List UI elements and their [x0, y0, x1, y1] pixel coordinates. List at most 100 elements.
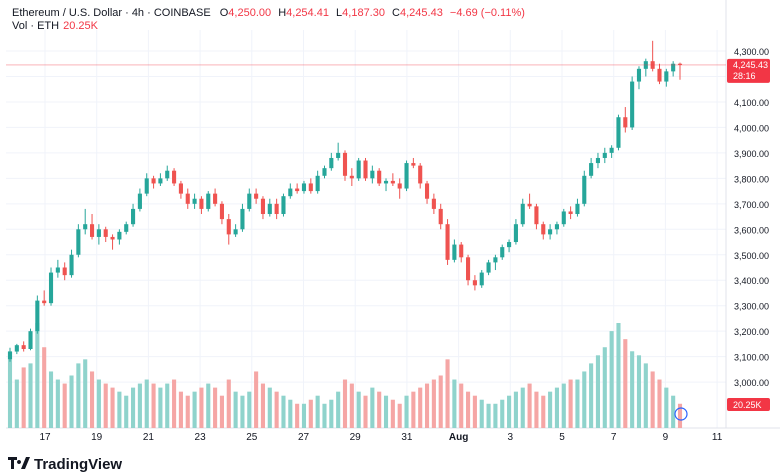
candle-body: [185, 193, 190, 204]
x-tick-label: 21: [143, 432, 155, 443]
volume-bar: [322, 403, 327, 428]
volume-bar: [267, 387, 272, 428]
volume-bar: [445, 359, 450, 428]
volume-bar: [356, 391, 361, 428]
candle-body: [247, 193, 252, 209]
tradingview-brand[interactable]: TradingView: [8, 456, 122, 473]
volume-bar: [213, 387, 218, 428]
y-tick-label: 3,000.00: [734, 378, 769, 388]
volume-bar: [288, 399, 293, 428]
volume-bar: [89, 371, 95, 428]
candle-body: [356, 160, 361, 179]
candle-body: [486, 262, 491, 273]
volume-bar: [657, 379, 662, 428]
candle-body: [568, 211, 573, 215]
volume-tag: [727, 398, 770, 411]
x-tick-label: 19: [91, 432, 103, 443]
volume-bar: [363, 395, 368, 428]
candle-body: [76, 229, 81, 255]
candle-body: [541, 224, 546, 235]
volume-bar: [466, 391, 471, 428]
close-value: 4,245.43: [400, 7, 443, 19]
y-tick-label: 3,700.00: [734, 200, 769, 210]
candle-body: [493, 257, 498, 263]
replay-icon: [674, 407, 688, 421]
candle-body: [466, 257, 471, 281]
candle-body: [55, 267, 60, 273]
volume-bar: [226, 379, 231, 428]
x-tick-label: 29: [350, 432, 362, 443]
candle-body: [342, 152, 348, 176]
volume-bar: [609, 331, 614, 428]
open-value: 4,250.00: [228, 7, 272, 19]
close-label: C: [392, 7, 400, 19]
volume-bar: [630, 351, 635, 428]
candle-body: [479, 272, 484, 286]
candle-body: [308, 183, 313, 192]
candle-body: [301, 183, 307, 192]
volume-bar: [83, 359, 88, 428]
volume-bar: [48, 371, 54, 428]
volume-bar: [295, 403, 300, 428]
volume-bar: [110, 387, 115, 428]
candle-body: [137, 193, 142, 209]
volume-bar: [541, 395, 546, 428]
candle-body: [117, 231, 122, 240]
volume-bar: [172, 379, 177, 428]
y-tick-label: 4,000.00: [734, 123, 769, 133]
candle-body: [418, 165, 423, 184]
candle-body: [349, 175, 354, 179]
volume-bar: [452, 379, 457, 428]
open-label: O: [219, 7, 229, 19]
volume-bar: [14, 379, 19, 428]
candle-body: [582, 175, 587, 204]
volume-bar: [527, 383, 532, 428]
volume-bar: [137, 383, 142, 428]
candle-body: [329, 157, 334, 169]
candle-body: [192, 198, 197, 204]
volume-bar: [76, 363, 81, 428]
y-tick-label: 3,400.00: [734, 276, 769, 286]
candle-body: [424, 183, 430, 199]
volume-bar: [260, 383, 266, 428]
low-label: L: [336, 7, 343, 19]
candle-body: [336, 152, 341, 158]
volume-bar: [459, 383, 464, 428]
candle-body: [96, 229, 101, 237]
volume-bar: [96, 379, 101, 428]
candle-body: [165, 170, 170, 179]
volume-bar: [520, 387, 525, 428]
volume-bar: [254, 371, 259, 428]
candle-body: [548, 229, 553, 235]
y-tick-label: 3,100.00: [734, 353, 769, 363]
volume-bar: [643, 363, 648, 428]
volume-bar: [315, 395, 320, 428]
candle-body: [438, 208, 443, 225]
candle-body: [602, 152, 607, 158]
x-tick-label: 5: [559, 432, 565, 443]
volume-bar: [151, 383, 156, 428]
volume-bar: [144, 379, 149, 428]
volume-bar: [650, 371, 655, 428]
volume-bar: [568, 379, 573, 428]
candle-body: [636, 68, 642, 82]
candle-body: [158, 178, 163, 184]
candle-body: [397, 183, 402, 189]
volume-bar: [370, 387, 375, 428]
volume-bar: [561, 383, 566, 428]
candle-body: [295, 188, 300, 192]
candle-body: [124, 224, 129, 232]
symbol-title: Ethereum / U.S. Dollar · 4h · COINBASE: [12, 7, 211, 19]
candle-body: [507, 242, 512, 248]
volume-bar: [582, 371, 587, 428]
volume-bar: [206, 383, 211, 428]
volume-bar: [301, 403, 307, 428]
volume-bar: [438, 375, 443, 428]
volume-bar: [664, 387, 669, 428]
volume-bar: [192, 391, 197, 428]
candle-body: [459, 244, 464, 258]
volume-bar: [35, 323, 40, 428]
volume-bar: [486, 403, 491, 428]
